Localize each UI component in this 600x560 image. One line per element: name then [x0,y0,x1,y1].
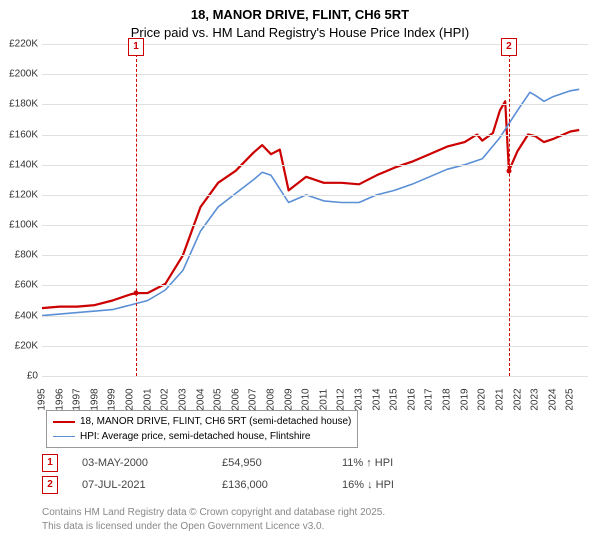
sale-row: 1 03-MAY-2000£54,95011% ↑ HPI [42,452,482,474]
sale-flag: 2 [42,476,58,494]
gridline [42,104,588,105]
x-tick-label: 2025 [565,388,576,410]
y-tick-label: £200K [0,69,38,80]
x-tick-label: 2009 [283,388,294,410]
gridline [42,285,588,286]
gridline [42,74,588,75]
sale-price: £54,950 [222,457,342,469]
sale-delta: 16% ↓ HPI [342,479,482,491]
gridline [42,225,588,226]
y-tick-label: £180K [0,99,38,110]
y-tick-label: £40K [0,310,38,321]
x-tick-label: 2004 [195,388,206,410]
x-tick-label: 1995 [37,388,48,410]
x-tick-label: 2020 [477,388,488,410]
x-tick-label: 1998 [89,388,100,410]
legend-swatch [53,421,75,423]
legend-item: HPI: Average price, semi-detached house,… [53,429,351,444]
gridline [42,135,588,136]
sale-flag-box: 2 [501,38,517,56]
x-tick-label: 2005 [213,388,224,410]
y-tick-label: £80K [0,250,38,261]
x-tick-label: 2024 [547,388,558,410]
x-tick-label: 2015 [389,388,400,410]
x-tick-label: 2022 [512,388,523,410]
x-tick-label: 2012 [336,388,347,410]
title-address: 18, MANOR DRIVE, FLINT, CH6 5RT [0,6,600,24]
title-block: 18, MANOR DRIVE, FLINT, CH6 5RT Price pa… [0,0,600,41]
x-tick-label: 1996 [54,388,65,410]
x-tick-label: 2001 [142,388,153,410]
legend-label: HPI: Average price, semi-detached house,… [80,429,311,444]
sales-table: 1 03-MAY-2000£54,95011% ↑ HPI 2 07-JUL-2021… [42,452,482,496]
sale-flag-line [136,44,137,376]
sale-delta: 11% ↑ HPI [342,457,482,469]
gridline [42,195,588,196]
legend-item: 18, MANOR DRIVE, FLINT, CH6 5RT (semi-de… [53,414,351,429]
sale-flag: 1 [42,454,58,472]
y-tick-label: £140K [0,159,38,170]
legend: 18, MANOR DRIVE, FLINT, CH6 5RT (semi-de… [46,410,358,448]
y-tick-label: £220K [0,39,38,50]
x-tick-label: 2018 [442,388,453,410]
x-tick-label: 2023 [530,388,541,410]
x-tick-label: 2019 [459,388,470,410]
series-line [42,89,579,315]
gridline [42,316,588,317]
x-tick-label: 1999 [107,388,118,410]
plot-area [42,44,588,376]
legend-swatch [53,436,75,437]
sale-flag-box: 1 [128,38,144,56]
x-tick-label: 2017 [424,388,435,410]
sale-row: 2 07-JUL-2021£136,00016% ↓ HPI [42,474,482,496]
footer-line2: This data is licensed under the Open Gov… [42,520,385,534]
y-tick-label: £100K [0,220,38,231]
y-tick-label: £20K [0,340,38,351]
gridline [42,165,588,166]
x-tick-label: 2006 [230,388,241,410]
y-tick-label: £120K [0,189,38,200]
x-tick-label: 2013 [354,388,365,410]
y-tick-label: £0 [0,371,38,382]
x-tick-label: 2002 [160,388,171,410]
sale-flag-line [509,44,510,376]
sale-date: 07-JUL-2021 [82,479,222,491]
series-line [42,101,579,308]
gridline [42,376,588,377]
x-tick-label: 2014 [371,388,382,410]
chart-container: 18, MANOR DRIVE, FLINT, CH6 5RT Price pa… [0,0,600,560]
x-tick-label: 2021 [494,388,505,410]
x-tick-label: 2007 [248,388,259,410]
footer: Contains HM Land Registry data © Crown c… [42,506,385,533]
x-tick-label: 2008 [265,388,276,410]
footer-line1: Contains HM Land Registry data © Crown c… [42,506,385,520]
sale-price: £136,000 [222,479,342,491]
y-tick-label: £60K [0,280,38,291]
x-tick-label: 2011 [318,389,329,411]
x-tick-label: 1997 [72,388,83,410]
gridline [42,346,588,347]
gridline [42,255,588,256]
x-tick-label: 2003 [177,388,188,410]
x-tick-label: 2000 [125,388,136,410]
sale-date: 03-MAY-2000 [82,457,222,469]
x-tick-label: 2010 [301,388,312,410]
x-tick-label: 2016 [406,388,417,410]
chart-svg [42,44,588,376]
y-tick-label: £160K [0,129,38,140]
legend-label: 18, MANOR DRIVE, FLINT, CH6 5RT (semi-de… [80,414,351,429]
